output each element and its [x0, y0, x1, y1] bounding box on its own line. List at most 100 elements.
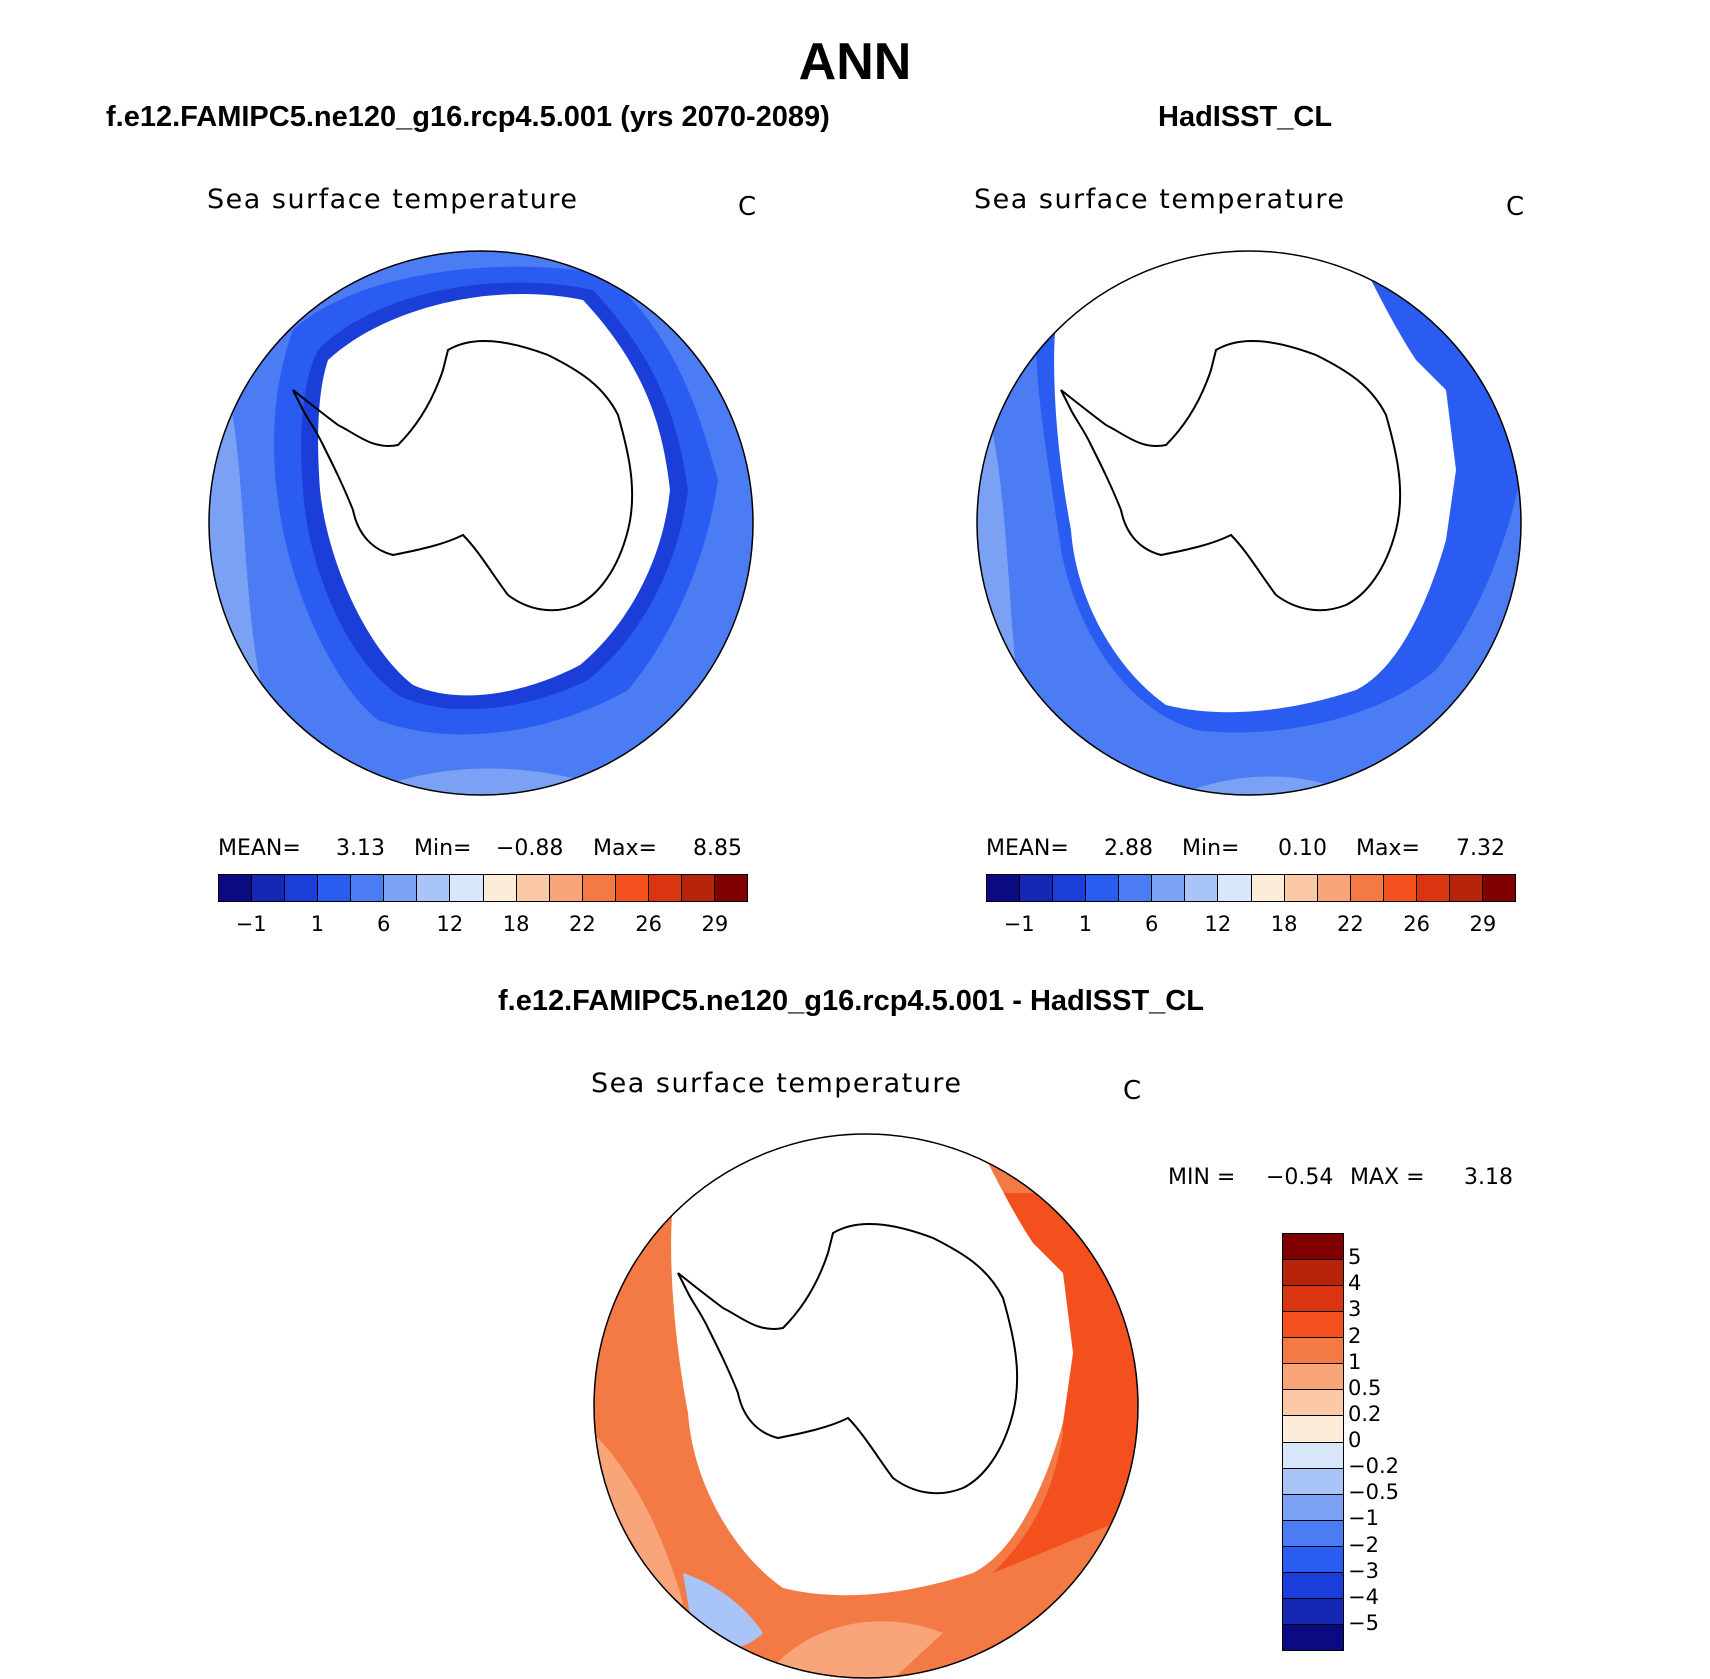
diff-colorbar-tick-label: −1 [1348, 1506, 1379, 1531]
model-colorbar-swatch [648, 875, 682, 901]
diff-colorbar-swatch [1283, 1338, 1343, 1365]
diff-colorbar [1282, 1233, 1344, 1651]
model-colorbar-swatch [549, 875, 583, 901]
diff-max-label: MAX = [1350, 1165, 1425, 1190]
model-colorbar-tick-label: 1 [310, 912, 325, 936]
diff-colorbar-tick-label: 3 [1348, 1297, 1362, 1322]
model-panel-title: f.e12.FAMIPC5.ne120_g16.rcp4.5.001 (yrs … [106, 101, 830, 133]
model-colorbar-tick-label: 6 [376, 912, 391, 936]
diff-colorbar-swatch [1283, 1624, 1343, 1650]
diff-panel-title: f.e12.FAMIPC5.ne120_g16.rcp4.5.001 - Had… [498, 985, 1204, 1017]
diff-colorbar-swatch [1283, 1520, 1343, 1547]
model-colorbar-swatch [681, 875, 715, 901]
obs-colorbar-tick-label: 29 [1469, 912, 1497, 936]
model-mean-label: MEAN= [218, 836, 301, 861]
diff-max-value: 3.18 [1464, 1165, 1513, 1190]
diff-colorbar-ticks: 5 4 3 2 1 0.5 0.2 0 −0.2 −0.5 −1 −2 −3 −4 −5 [1348, 1233, 1428, 1651]
model-mean-value: 3.13 [336, 836, 385, 861]
obs-colorbar-swatch [1317, 875, 1351, 901]
diff-colorbar-tick-label: 0.2 [1348, 1401, 1382, 1426]
obs-map-border [976, 250, 1522, 796]
obs-sea-ice [1054, 251, 1456, 713]
diff-colorbar-tick-label: 4 [1348, 1271, 1362, 1296]
obs-colorbar-swatch [1119, 875, 1153, 901]
obs-mean-value: 2.88 [1104, 836, 1153, 861]
model-colorbar-tick-label: 12 [436, 912, 464, 936]
obs-min-value: 0.10 [1278, 836, 1327, 861]
diff-colorbar-swatch [1283, 1364, 1343, 1391]
obs-colorbar [986, 874, 1516, 902]
model-polar-map [208, 250, 754, 796]
diff-colorbar-swatch [1283, 1286, 1343, 1313]
obs-colorbar-tick-label: 26 [1403, 912, 1430, 936]
obs-colorbar-tick-label: 1 [1078, 912, 1093, 936]
diff-colorbar-swatch [1283, 1260, 1343, 1287]
model-colorbar-swatch [483, 875, 517, 901]
model-colorbar-tick-label: 22 [569, 912, 596, 936]
diff-colorbar-swatch [1283, 1312, 1343, 1339]
model-colorbar-swatch [318, 875, 352, 901]
model-colorbar-tick-label: −1 [235, 912, 267, 936]
obs-colorbar-swatch [987, 875, 1021, 901]
diff-colorbar-tick-label: −2 [1348, 1532, 1379, 1557]
diff-colorbar-tick-label: 0 [1348, 1428, 1362, 1452]
model-max-label: Max= [593, 836, 657, 861]
obs-colorbar-swatch [1218, 875, 1252, 901]
diff-unit-label: C [1123, 1076, 1142, 1106]
obs-colorbar-tick-label: 22 [1337, 912, 1364, 936]
model-map-border [208, 250, 754, 796]
diff-colorbar-tick-label: 1 [1348, 1349, 1362, 1374]
diff-antarctica-coast [677, 1223, 1019, 1495]
diff-colorbar-tick-label: 0.5 [1348, 1375, 1382, 1400]
model-antarctica-coast [292, 340, 634, 612]
diff-sea-ice [671, 1134, 1073, 1596]
diff-colorbar-swatch [1283, 1546, 1343, 1573]
model-colorbar-tick-label: 29 [701, 912, 729, 936]
diff-colorbar-tick-label: −4 [1348, 1584, 1379, 1609]
diff-colorbar-swatch [1283, 1572, 1343, 1599]
diff-min-label: MIN = [1168, 1165, 1236, 1190]
diff-colorbar-swatch [1283, 1416, 1343, 1443]
diff-min-value: −0.54 [1266, 1165, 1334, 1190]
model-sea-ice [318, 293, 670, 696]
obs-colorbar-swatch [1020, 875, 1054, 901]
obs-polar-map [976, 250, 1522, 796]
obs-mean-label: MEAN= [986, 836, 1069, 861]
diff-colorbar-tick-label: −0.2 [1348, 1454, 1399, 1479]
model-unit-label: C [738, 192, 757, 222]
obs-colorbar-tick-label: 6 [1144, 912, 1159, 936]
obs-colorbar-swatch [1251, 875, 1285, 901]
obs-colorbar-swatch [1350, 875, 1384, 901]
obs-colorbar-swatch [1284, 875, 1318, 901]
obs-colorbar-tick-label: 12 [1204, 912, 1232, 936]
diff-colorbar-swatch [1283, 1390, 1343, 1417]
model-colorbar [218, 874, 748, 902]
obs-colorbar-swatch [1482, 875, 1515, 901]
obs-colorbar-swatch [1383, 875, 1417, 901]
obs-min-label: Min= [1182, 836, 1240, 861]
model-colorbar-swatch [582, 875, 616, 901]
obs-colorbar-swatch [1185, 875, 1219, 901]
obs-variable-label: Sea surface temperature [974, 184, 1346, 215]
diff-colorbar-swatch [1283, 1494, 1343, 1521]
diff-colorbar-swatch [1283, 1442, 1343, 1469]
obs-max-label: Max= [1356, 836, 1420, 861]
model-colorbar-swatch [615, 875, 649, 901]
obs-colorbar-swatch [1152, 875, 1186, 901]
diff-colorbar-swatch [1283, 1598, 1343, 1625]
model-colorbar-swatch [384, 875, 418, 901]
diff-colorbar-tick-label: 5 [1348, 1245, 1362, 1270]
obs-colorbar-ticks: −1 1 6 12 18 22 26 29 [986, 912, 1516, 940]
obs-colorbar-swatch [1449, 875, 1483, 901]
obs-colorbar-swatch [1416, 875, 1450, 901]
model-min-value: −0.88 [496, 836, 564, 861]
obs-panel-title: HadISST_CL [1158, 101, 1333, 133]
obs-colorbar-swatch [1086, 875, 1120, 901]
model-colorbar-ticks: −1 1 6 12 18 22 26 29 [218, 912, 748, 940]
model-colorbar-swatch [450, 875, 484, 901]
diff-colorbar-tick-label: −5 [1348, 1610, 1379, 1635]
model-colorbar-swatch [516, 875, 550, 901]
obs-colorbar-tick-label: 18 [1270, 912, 1298, 936]
diff-polar-map [593, 1133, 1139, 1679]
obs-antarctica-coast [1060, 340, 1402, 612]
